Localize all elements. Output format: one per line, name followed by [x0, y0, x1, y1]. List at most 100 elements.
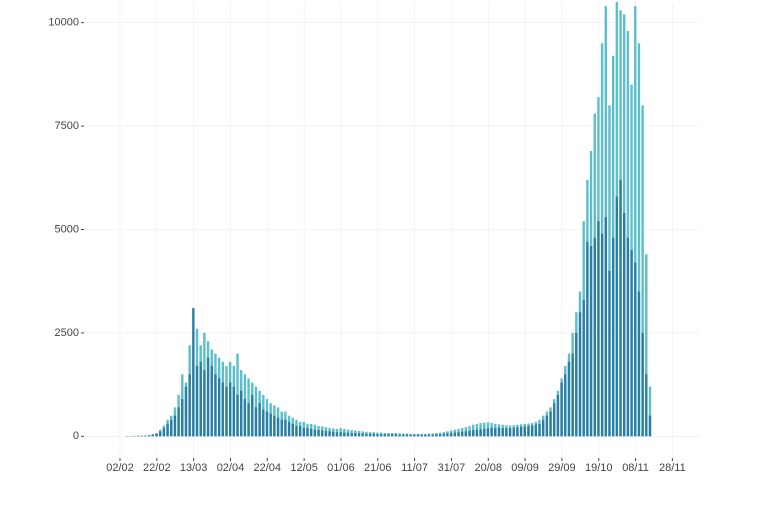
x-tick-label: 09/09 [511, 462, 539, 474]
bar [292, 424, 294, 436]
bar [542, 420, 544, 437]
bar [586, 242, 588, 436]
bar [612, 238, 614, 437]
bar [284, 420, 286, 437]
bar [395, 434, 397, 436]
y-tick-label: 5000 [55, 223, 79, 235]
bar [269, 414, 271, 437]
bar [229, 383, 231, 437]
bar [203, 370, 205, 436]
bar [310, 429, 312, 436]
bar [476, 430, 478, 437]
bar [192, 308, 194, 436]
bar [255, 407, 257, 436]
bar [446, 433, 448, 436]
bar [439, 434, 441, 436]
bar [409, 435, 411, 437]
bar [524, 426, 526, 436]
bar [177, 407, 179, 436]
bar [325, 431, 327, 436]
bar [579, 312, 581, 436]
x-tick-label: 13/03 [180, 462, 208, 474]
bar [222, 383, 224, 437]
bar [281, 420, 283, 437]
bar [630, 250, 632, 436]
bar [424, 435, 426, 437]
bar [601, 234, 603, 437]
bar [608, 271, 610, 436]
bar [568, 362, 570, 436]
bar [535, 425, 537, 437]
bar [575, 333, 577, 436]
bar [494, 428, 496, 436]
x-tick-label: 31/07 [438, 462, 466, 474]
bar [619, 180, 621, 436]
bar [277, 418, 279, 437]
bar [432, 435, 434, 437]
x-tick-label: 20/08 [474, 462, 502, 474]
bar [295, 426, 297, 436]
bar [350, 433, 352, 436]
bar [233, 387, 235, 437]
x-tick-label: 28/11 [659, 462, 686, 474]
bar [339, 432, 341, 436]
bar [546, 416, 548, 437]
bar [336, 432, 338, 436]
bar [306, 428, 308, 436]
bar [560, 383, 562, 437]
bar [623, 213, 625, 436]
bar [170, 420, 172, 437]
bar [538, 424, 540, 436]
x-tick-label: 22/02 [143, 462, 171, 474]
x-tick-label: 29/09 [548, 462, 576, 474]
bar [443, 434, 445, 436]
bar [516, 427, 518, 436]
bar [387, 434, 389, 436]
bar [236, 395, 238, 436]
bar [428, 435, 430, 437]
bar [594, 238, 596, 437]
bar [362, 433, 364, 436]
bar [174, 416, 176, 437]
bar [214, 374, 216, 436]
bar [321, 431, 323, 437]
bar [200, 362, 202, 436]
bar [328, 431, 330, 436]
bar [564, 374, 566, 436]
y-tick-label: 7500 [55, 120, 79, 132]
bar [384, 434, 386, 436]
bar [498, 428, 500, 437]
bar [472, 430, 474, 436]
bar [266, 412, 268, 437]
bar [273, 416, 275, 437]
bar [314, 430, 316, 437]
x-tick-label: 19/10 [585, 462, 613, 474]
bar [247, 403, 249, 436]
bar [457, 432, 459, 436]
bar [144, 436, 146, 437]
bar [251, 395, 253, 436]
bar [417, 435, 419, 437]
bar [513, 428, 515, 437]
bar [509, 428, 511, 436]
x-tick-label: 08/11 [622, 462, 649, 474]
x-tick-label: 11/07 [401, 462, 428, 474]
bar [420, 435, 422, 437]
bar [166, 424, 168, 436]
bar [148, 435, 150, 436]
bar [181, 399, 183, 436]
bar [225, 387, 227, 437]
bar [406, 435, 408, 437]
bar [188, 374, 190, 436]
x-tick-label: 21/06 [364, 462, 392, 474]
bar [505, 428, 507, 436]
bar [435, 434, 437, 436]
bar [288, 422, 290, 436]
bar [638, 292, 640, 437]
x-tick-label: 01/06 [327, 462, 355, 474]
bar [557, 395, 559, 436]
bar [549, 412, 551, 437]
bar [373, 434, 375, 436]
x-tick-label: 12/05 [290, 462, 318, 474]
